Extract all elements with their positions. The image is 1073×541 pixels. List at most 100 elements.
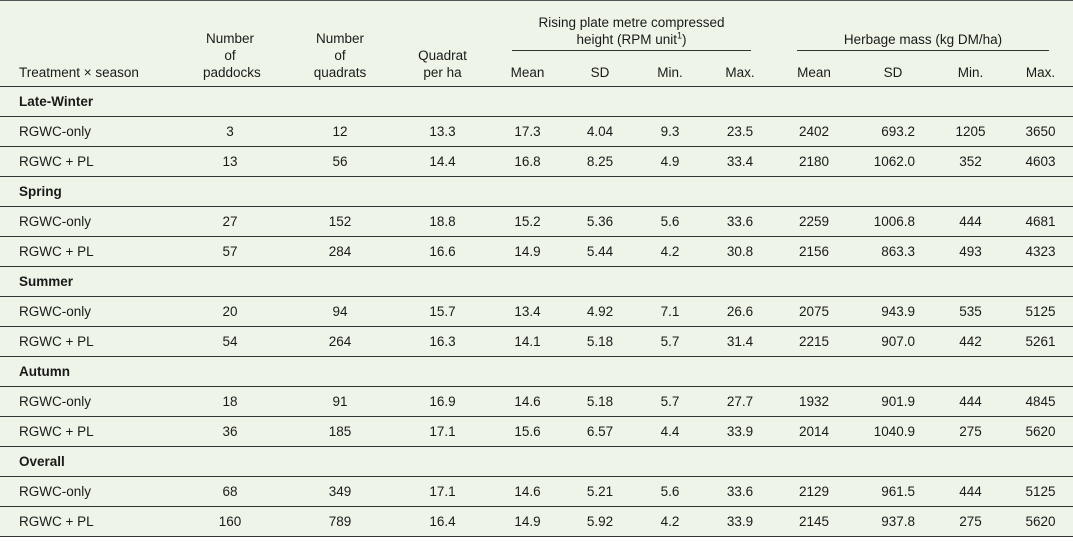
cell: 275 bbox=[959, 424, 982, 439]
cell: 33.4 bbox=[726, 154, 754, 169]
row-label: RGWC + PL bbox=[19, 244, 94, 259]
cell: 31.4 bbox=[726, 334, 754, 349]
data-row: RGWC + PL 160 789 16.4 14.9 5.92 4.2 33.9 2145 93… bbox=[0, 507, 1073, 537]
cell: 4.2 bbox=[660, 244, 680, 259]
row-label: RGWC + PL bbox=[19, 514, 94, 529]
cell: 5.18 bbox=[586, 394, 614, 409]
cell: 16.3 bbox=[429, 334, 456, 349]
cell: 185 bbox=[328, 424, 352, 439]
section-title: Summer bbox=[19, 274, 74, 289]
column-header: Mean bbox=[797, 65, 831, 80]
table-body: Late-Winter RGWC-only 3 12 13.3 17.3 4.04 9.3 23… bbox=[0, 87, 1073, 537]
cell: 20 bbox=[222, 304, 238, 319]
cell: 4.4 bbox=[660, 424, 680, 439]
cell: 264 bbox=[328, 334, 352, 349]
data-row: RGWC-only 20 94 15.7 13.4 4.92 7.1 26.6 2075 943.… bbox=[0, 297, 1073, 327]
cell: 14.6 bbox=[514, 484, 541, 499]
cell: 17.1 bbox=[429, 424, 456, 439]
cell: 18.8 bbox=[429, 214, 456, 229]
cell: 493 bbox=[959, 244, 982, 259]
cell: 16.6 bbox=[429, 244, 456, 259]
cell: 5620 bbox=[1025, 514, 1056, 529]
cell: 18 bbox=[222, 394, 238, 409]
section-title: Late-Winter bbox=[19, 94, 94, 109]
cell: 33.6 bbox=[726, 484, 754, 499]
cell: 26.6 bbox=[726, 304, 754, 319]
column-header: Number of paddocks bbox=[203, 31, 261, 80]
cell: 6.57 bbox=[586, 424, 614, 439]
section-title: Autumn bbox=[19, 364, 70, 379]
cell: 4681 bbox=[1025, 214, 1056, 229]
data-row: RGWC-only 68 349 17.1 14.6 5.21 5.6 33.6 2129 961… bbox=[0, 477, 1073, 507]
cell: 17.1 bbox=[429, 484, 456, 499]
section-row: Late-Winter bbox=[0, 87, 1073, 117]
cell: 54 bbox=[222, 334, 238, 349]
cell: 15.6 bbox=[514, 424, 541, 439]
cell: 4.04 bbox=[586, 124, 614, 139]
cell: 2075 bbox=[799, 304, 830, 319]
cell: 27.7 bbox=[726, 394, 754, 409]
section-row: Autumn bbox=[0, 357, 1073, 387]
cell: 2180 bbox=[799, 154, 830, 169]
cell: 5.44 bbox=[586, 244, 614, 259]
column-header: SD bbox=[590, 65, 610, 80]
footnote-mark: 1 bbox=[677, 30, 683, 41]
cell: 444 bbox=[959, 214, 982, 229]
cell: 15.2 bbox=[514, 214, 541, 229]
cell: 91 bbox=[332, 394, 348, 409]
cell: 4323 bbox=[1025, 244, 1056, 259]
section-row: Spring bbox=[0, 177, 1073, 207]
cell: 901.9 bbox=[881, 394, 916, 409]
cell: 5261 bbox=[1025, 334, 1056, 349]
cell: 275 bbox=[959, 514, 982, 529]
cell: 7.1 bbox=[660, 304, 680, 319]
row-label: RGWC + PL bbox=[19, 424, 94, 439]
cell: 943.9 bbox=[881, 304, 916, 319]
column-header: Max. bbox=[725, 65, 755, 80]
column-header: Min. bbox=[957, 65, 984, 80]
column-header: Quadrat per ha bbox=[418, 48, 467, 80]
cell: 14.6 bbox=[514, 394, 541, 409]
cell: 2402 bbox=[799, 124, 830, 139]
cell: 16.8 bbox=[514, 154, 541, 169]
cell: 535 bbox=[959, 304, 982, 319]
cell: 961.5 bbox=[881, 484, 916, 499]
cell: 5.36 bbox=[586, 214, 614, 229]
cell: 1062.0 bbox=[873, 154, 916, 169]
cell: 13.3 bbox=[429, 124, 456, 139]
data-row: RGWC + PL 13 56 14.4 16.8 8.25 4.9 33.4 2180 1062… bbox=[0, 147, 1073, 177]
data-row: RGWC + PL 57 284 16.6 14.9 5.44 4.2 30.8 2156 863… bbox=[0, 237, 1073, 267]
cell: 36 bbox=[222, 424, 238, 439]
cell: 17.3 bbox=[514, 124, 541, 139]
cell: 444 bbox=[959, 394, 982, 409]
group-label-close: ) bbox=[682, 32, 687, 47]
row-label: RGWC + PL bbox=[19, 334, 94, 349]
row-label: RGWC-only bbox=[19, 124, 92, 139]
cell: 14.9 bbox=[514, 514, 541, 529]
cell: 16.4 bbox=[429, 514, 456, 529]
column-header: Treatment × season bbox=[19, 65, 139, 80]
cell: 2156 bbox=[799, 244, 830, 259]
cell: 2145 bbox=[799, 514, 830, 529]
data-row: RGWC + PL 36 185 17.1 15.6 6.57 4.4 33.9 2014 104… bbox=[0, 417, 1073, 447]
cell: 5.6 bbox=[660, 214, 680, 229]
cell: 14.9 bbox=[514, 244, 541, 259]
cell: 349 bbox=[328, 484, 352, 499]
group-header: Herbage mass (kg DM/ha) bbox=[775, 1, 1073, 51]
cell: 33.9 bbox=[726, 424, 754, 439]
cell: 14.1 bbox=[514, 334, 541, 349]
section-title: Spring bbox=[19, 184, 62, 199]
cell: 789 bbox=[328, 514, 352, 529]
cell: 3 bbox=[226, 124, 234, 139]
cell: 3650 bbox=[1025, 124, 1056, 139]
cell: 1932 bbox=[799, 394, 830, 409]
data-row: RGWC-only 18 91 16.9 14.6 5.18 5.7 27.7 1932 901.… bbox=[0, 387, 1073, 417]
cell: 5.92 bbox=[586, 514, 614, 529]
group-label: Herbage mass (kg DM/ha) bbox=[797, 31, 1050, 51]
cell: 8.25 bbox=[586, 154, 614, 169]
cell: 14.4 bbox=[429, 154, 456, 169]
data-row: RGWC-only 27 152 18.8 15.2 5.36 5.6 33.6 2259 100… bbox=[0, 207, 1073, 237]
cell: 23.5 bbox=[726, 124, 754, 139]
